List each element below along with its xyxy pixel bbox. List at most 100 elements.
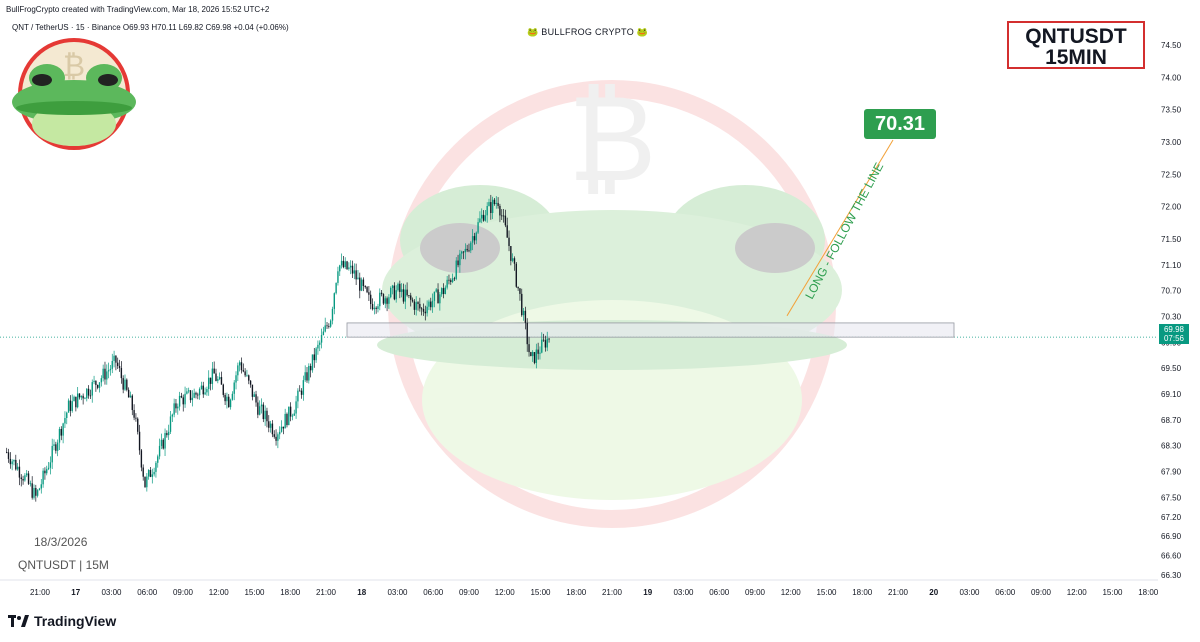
- candle-body: [11, 461, 13, 465]
- price-tick-label: 67.20: [1161, 513, 1182, 522]
- time-tick-label: 21:00: [888, 588, 909, 597]
- candle-body: [448, 279, 450, 281]
- candle-body: [193, 392, 195, 398]
- candle-body: [450, 280, 452, 282]
- candle-body: [144, 476, 146, 488]
- candle-body: [300, 390, 303, 395]
- candle-body: [404, 289, 406, 302]
- candle-body: [440, 288, 443, 295]
- candle-body: [35, 488, 37, 496]
- time-tick-label: 09:00: [745, 588, 766, 597]
- candle-body: [415, 302, 417, 310]
- frog-logo-icon: ₿: [12, 38, 136, 150]
- candle-body: [309, 365, 312, 371]
- candle-body: [546, 338, 548, 348]
- candle-body: [60, 428, 62, 436]
- created-by-text: BullFrogCrypto created with TradingView.…: [6, 5, 270, 14]
- price-tick-label: 68.30: [1161, 442, 1182, 451]
- candle-body: [157, 456, 159, 463]
- candle-body: [246, 375, 248, 377]
- candle-body: [433, 291, 436, 301]
- candle-body: [408, 295, 410, 297]
- candle-body: [462, 251, 465, 253]
- candle-body: [138, 431, 141, 451]
- candle-body: [424, 311, 426, 314]
- candle-body: [186, 391, 188, 394]
- candle-body: [357, 277, 359, 280]
- candle-body: [62, 423, 64, 436]
- candle-body: [51, 445, 53, 463]
- candle-body: [24, 475, 26, 481]
- candle-body: [231, 393, 234, 400]
- candle-body: [109, 368, 112, 371]
- candle-body: [337, 271, 339, 283]
- time-tick-label: 19: [643, 588, 652, 597]
- symbol-timeframe-box: QNTUSDT 15MIN: [1007, 21, 1145, 69]
- price-tick-label: 67.50: [1161, 493, 1182, 502]
- candle-body: [49, 462, 52, 468]
- candle-body: [491, 199, 494, 214]
- candle-body: [308, 365, 310, 381]
- candle-body: [133, 410, 135, 418]
- candle-body: [386, 298, 388, 304]
- tradingview-wordmark: TradingView: [34, 613, 117, 629]
- candle-body: [76, 393, 79, 408]
- candle-body: [371, 303, 374, 310]
- candle-body: [44, 470, 46, 474]
- candle-body: [349, 265, 352, 268]
- candle-body: [38, 488, 41, 491]
- candle-body: [439, 294, 441, 304]
- support-zone: [346, 322, 955, 338]
- time-tick-label: 15:00: [244, 588, 265, 597]
- candle-body: [16, 466, 19, 470]
- candle-body: [149, 469, 152, 477]
- candle-body: [339, 265, 341, 272]
- candle-body: [217, 378, 219, 381]
- candle-body: [393, 285, 396, 300]
- candle-body: [91, 382, 93, 396]
- candle-body: [366, 287, 368, 293]
- candle-body: [7, 452, 10, 459]
- candle-body: [379, 292, 381, 307]
- candle-body: [273, 434, 275, 437]
- candle-body: [377, 306, 379, 309]
- candle-body: [346, 261, 348, 270]
- time-tick-label: 21:00: [602, 588, 623, 597]
- time-axis[interactable]: 21:00 17 03:00 06:00 09:00 12:00 15:00 18:00 21:…: [0, 579, 1159, 597]
- candle-body: [317, 344, 319, 349]
- candle-body: [117, 362, 119, 366]
- candle-body: [64, 417, 66, 424]
- tradingview-icon: [8, 615, 29, 627]
- candle-body: [255, 394, 257, 403]
- candle-body: [548, 338, 550, 340]
- candle-body: [104, 368, 106, 380]
- candle-body: [499, 205, 501, 216]
- candle-body: [353, 270, 356, 274]
- candle-body: [95, 380, 97, 385]
- candle-body: [329, 320, 332, 327]
- candle-body: [253, 394, 255, 397]
- candle-body: [107, 370, 110, 372]
- candle-body: [124, 379, 126, 390]
- candle-body: [249, 380, 252, 385]
- candle-body: [320, 335, 323, 343]
- candle-body: [342, 260, 345, 268]
- tradingview-logo[interactable]: TradingView: [8, 613, 116, 629]
- candle-body: [524, 310, 527, 323]
- svg-text:₿: ₿: [568, 70, 657, 209]
- candle-body: [204, 392, 206, 395]
- candle-body: [177, 406, 179, 409]
- candle-body: [146, 476, 148, 488]
- time-tick-label: 20: [929, 588, 938, 597]
- candle-body: [355, 270, 357, 280]
- price-axis[interactable]: 74.50 74.00 73.50 73.00 72.50 72.00 71.50 71.10…: [1161, 41, 1182, 580]
- candle-body: [226, 396, 228, 402]
- candle-body: [482, 214, 485, 221]
- time-tick-label: 12:00: [495, 588, 516, 597]
- candle-body: [229, 399, 232, 408]
- candle-body: [188, 390, 190, 392]
- price-tick-label: 66.60: [1161, 552, 1182, 561]
- candle-body: [184, 393, 186, 405]
- time-tick-label: 21:00: [30, 588, 51, 597]
